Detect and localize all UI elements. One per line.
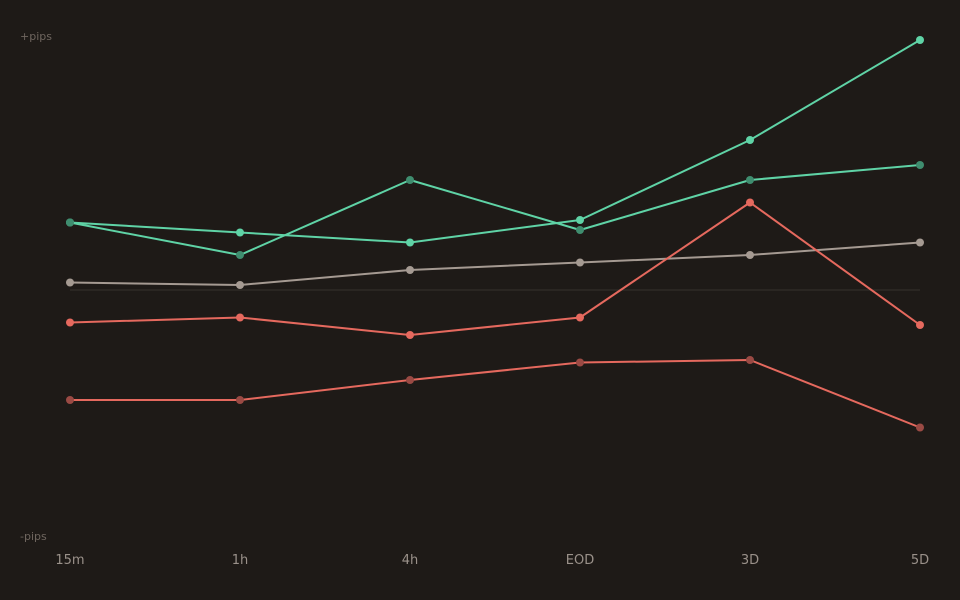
- series-3-point-3D: [746, 251, 754, 259]
- series-4-point-5D: [916, 321, 924, 329]
- series-2-point-5D: [916, 161, 924, 169]
- series-5-point-4h: [406, 376, 414, 384]
- series-4-line: [69, 201, 921, 336]
- y-axis-bottom-label: -pips: [20, 530, 47, 543]
- series-4-point-1h: [236, 313, 244, 322]
- series-4-point-3D: [746, 198, 754, 207]
- series-3-point-15m: [66, 278, 74, 287]
- x-tick-label: 15m: [55, 553, 84, 568]
- series-layer: [66, 36, 924, 432]
- series-5-point-15m: [66, 396, 74, 404]
- series-2-point-EOD: [576, 226, 584, 234]
- series-5: [66, 356, 924, 432]
- series-1-point-EOD: [576, 216, 584, 224]
- series-2-point-1h: [236, 251, 244, 259]
- series-5-point-1h: [236, 396, 244, 404]
- series-2-line: [69, 164, 921, 256]
- y-axis-top-label: +pips: [20, 30, 52, 43]
- series-1-point-3D: [746, 136, 754, 144]
- series-1-point-1h: [236, 228, 244, 237]
- series-2-point-3D: [746, 176, 754, 184]
- series-2-point-15m: [66, 218, 74, 227]
- series-3-point-EOD: [576, 258, 584, 267]
- series-5-point-3D: [746, 356, 754, 364]
- series-4-point-EOD: [576, 313, 584, 322]
- series-4-point-15m: [66, 318, 74, 327]
- series-4: [66, 198, 924, 339]
- series-1: [66, 36, 924, 247]
- series-2-point-4h: [406, 176, 414, 184]
- series-1-point-5D: [916, 36, 924, 44]
- series-3-point-4h: [406, 266, 414, 274]
- series-3-point-1h: [236, 281, 244, 289]
- x-axis-ticks: 15m 1h 4h EOD 3D 5D: [55, 553, 929, 568]
- x-tick-label: 4h: [402, 553, 419, 568]
- series-5-point-EOD: [576, 358, 584, 367]
- series-2: [66, 161, 924, 259]
- series-4-point-4h: [406, 331, 414, 339]
- series-3-line: [69, 241, 921, 286]
- series-3-point-5D: [916, 238, 924, 247]
- x-tick-label: EOD: [566, 553, 594, 568]
- series-1-line: [69, 39, 921, 244]
- series-3: [66, 238, 924, 289]
- series-1-point-4h: [406, 238, 414, 247]
- x-tick-label: 5D: [911, 553, 929, 568]
- x-tick-label: 1h: [232, 553, 249, 568]
- series-5-line: [70, 359, 921, 429]
- series-5-point-5D: [916, 423, 924, 432]
- x-tick-label: 3D: [741, 553, 759, 568]
